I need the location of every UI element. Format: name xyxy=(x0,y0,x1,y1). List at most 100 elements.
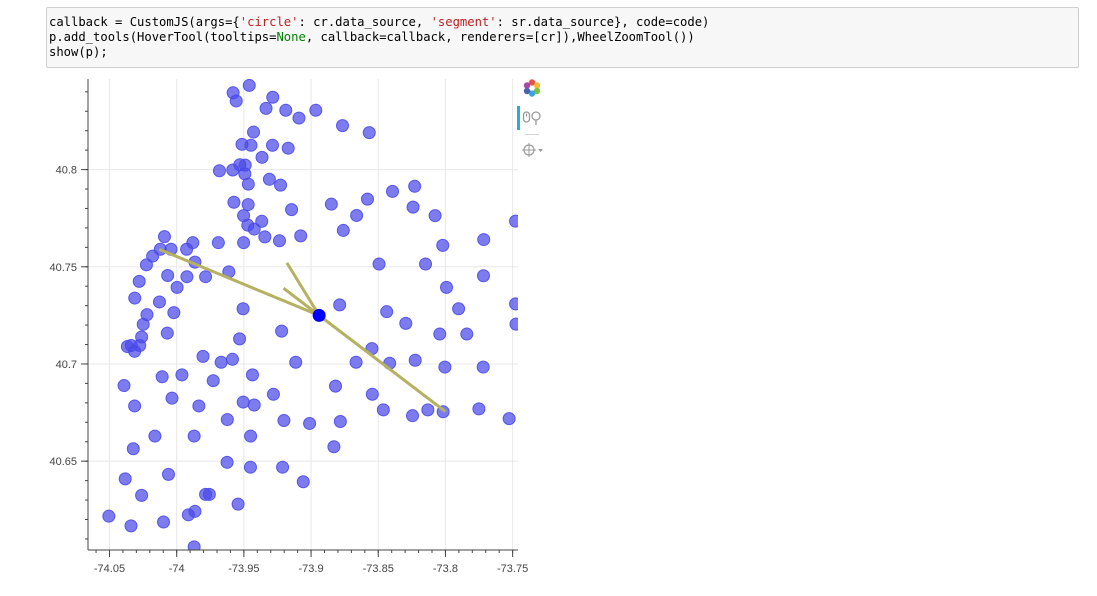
data-point[interactable] xyxy=(272,234,286,248)
data-point[interactable] xyxy=(117,379,131,393)
data-point[interactable] xyxy=(238,158,252,172)
data-point[interactable] xyxy=(433,327,447,341)
data-point[interactable] xyxy=(419,257,433,271)
data-point[interactable] xyxy=(324,197,338,211)
data-point[interactable] xyxy=(509,297,522,311)
data-point[interactable] xyxy=(242,79,256,92)
code-cell[interactable]: callback = CustomJS(args={'circle': cr.d… xyxy=(46,7,1079,68)
data-point[interactable] xyxy=(175,368,189,382)
data-point[interactable] xyxy=(247,222,261,236)
data-point[interactable] xyxy=(376,403,390,417)
data-point[interactable] xyxy=(152,295,166,309)
data-point[interactable] xyxy=(157,230,171,244)
data-point[interactable] xyxy=(255,150,269,164)
data-point[interactable] xyxy=(243,460,257,474)
data-point[interactable] xyxy=(460,327,474,341)
data-point[interactable] xyxy=(408,353,422,367)
data-point[interactable] xyxy=(146,249,160,263)
data-point[interactable] xyxy=(327,440,341,454)
data-point[interactable] xyxy=(406,409,420,423)
data-point[interactable] xyxy=(294,229,308,243)
data-point[interactable] xyxy=(157,515,171,529)
data-point[interactable] xyxy=(333,415,347,429)
data-point[interactable] xyxy=(329,379,343,393)
data-point[interactable] xyxy=(266,387,280,401)
data-point[interactable] xyxy=(440,280,454,294)
data-point[interactable] xyxy=(196,349,210,363)
data-point[interactable] xyxy=(180,242,194,256)
data-point[interactable] xyxy=(289,355,303,369)
data-point[interactable] xyxy=(350,208,364,222)
data-point[interactable] xyxy=(399,316,413,330)
data-point[interactable] xyxy=(259,101,273,115)
data-point[interactable] xyxy=(180,270,194,284)
data-point[interactable] xyxy=(262,172,276,186)
data-point[interactable] xyxy=(452,302,466,316)
data-point[interactable] xyxy=(237,209,251,223)
data-point[interactable] xyxy=(349,355,363,369)
data-point[interactable] xyxy=(247,125,261,139)
data-point[interactable] xyxy=(206,374,220,388)
data-point[interactable] xyxy=(148,429,162,443)
data-point[interactable] xyxy=(408,179,422,193)
data-point[interactable] xyxy=(226,163,240,177)
data-point[interactable] xyxy=(333,298,347,312)
data-point[interactable] xyxy=(139,258,153,272)
data-point[interactable] xyxy=(192,399,206,413)
data-point[interactable] xyxy=(237,236,251,250)
data-point[interactable] xyxy=(372,257,386,271)
data-point[interactable] xyxy=(509,317,522,331)
data-point[interactable] xyxy=(477,233,491,247)
data-point[interactable] xyxy=(509,214,522,228)
data-point[interactable] xyxy=(167,306,181,320)
data-point[interactable] xyxy=(128,291,142,305)
data-point[interactable] xyxy=(235,137,249,151)
bokeh-logo-icon[interactable] xyxy=(522,78,542,103)
data-point[interactable] xyxy=(128,399,142,413)
data-point[interactable] xyxy=(124,519,138,533)
data-point[interactable] xyxy=(380,305,394,319)
data-point[interactable] xyxy=(276,460,290,474)
wheel-zoom-icon[interactable] xyxy=(522,109,544,132)
data-point[interactable] xyxy=(476,269,490,283)
data-point[interactable] xyxy=(135,488,149,502)
data-point[interactable] xyxy=(170,280,184,294)
data-point[interactable] xyxy=(155,370,169,384)
data-point[interactable] xyxy=(165,391,179,405)
data-point[interactable] xyxy=(502,412,516,426)
data-point[interactable] xyxy=(181,508,195,522)
data-point[interactable] xyxy=(227,195,241,209)
data-point[interactable] xyxy=(303,416,317,430)
data-point[interactable] xyxy=(124,339,138,353)
data-point[interactable] xyxy=(132,274,146,288)
data-point[interactable] xyxy=(436,238,450,252)
data-point[interactable] xyxy=(241,177,255,191)
data-point[interactable] xyxy=(277,414,291,428)
data-point[interactable] xyxy=(406,200,420,214)
data-point[interactable] xyxy=(265,138,279,152)
data-point[interactable] xyxy=(336,119,350,133)
data-point[interactable] xyxy=(102,509,116,523)
data-point[interactable] xyxy=(199,270,213,284)
data-point[interactable] xyxy=(421,403,435,417)
data-point[interactable] xyxy=(296,475,310,489)
data-point[interactable] xyxy=(281,141,295,155)
data-point[interactable] xyxy=(279,103,293,117)
data-point[interactable] xyxy=(214,355,228,369)
data-point[interactable] xyxy=(211,236,225,250)
data-point[interactable] xyxy=(229,94,243,108)
data-point[interactable] xyxy=(160,326,174,340)
data-point[interactable] xyxy=(187,540,201,553)
data-point[interactable] xyxy=(187,429,201,443)
data-point[interactable] xyxy=(161,467,175,481)
data-point[interactable] xyxy=(244,429,258,443)
data-point[interactable] xyxy=(212,164,226,178)
data-point[interactable] xyxy=(236,395,250,409)
data-point[interactable] xyxy=(245,368,259,382)
data-point[interactable] xyxy=(438,360,452,374)
data-point[interactable] xyxy=(161,269,175,283)
data-point[interactable] xyxy=(255,214,269,228)
data-point[interactable] xyxy=(118,472,132,486)
hovered-point[interactable] xyxy=(312,308,326,322)
data-point[interactable] xyxy=(247,398,261,412)
